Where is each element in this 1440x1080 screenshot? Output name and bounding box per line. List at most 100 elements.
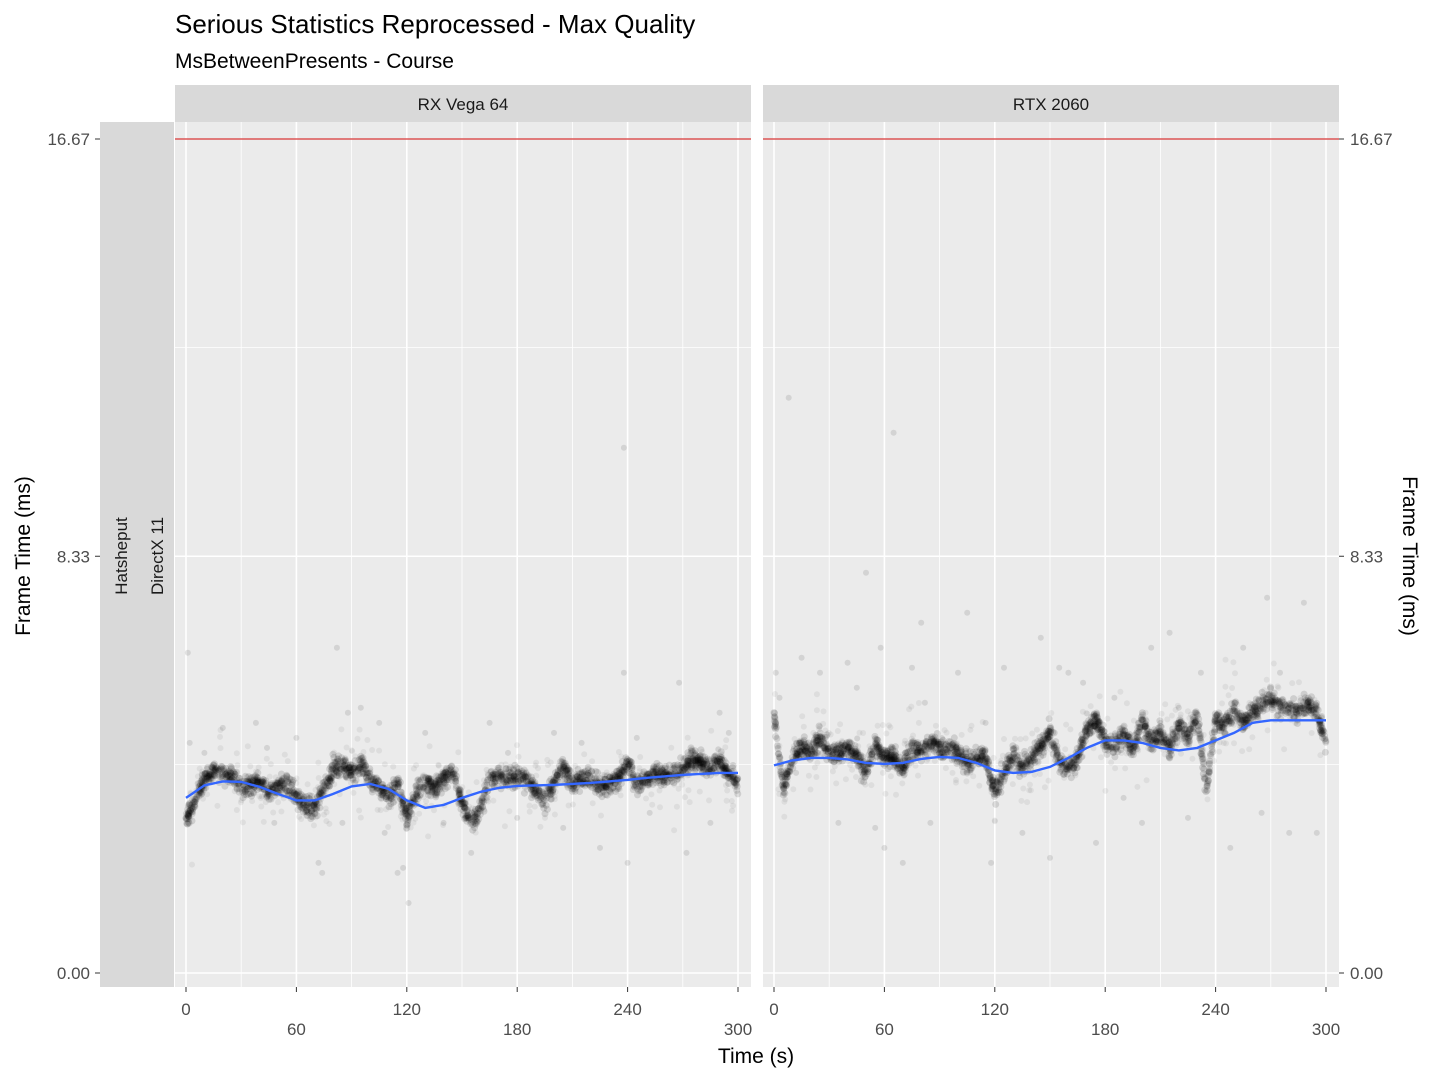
outlier-point [339,819,346,826]
data-point [285,779,293,786]
data-point [723,737,730,744]
data-point [205,771,213,779]
data-point [328,768,335,776]
data-point [296,813,303,820]
data-point [717,754,724,761]
data-point [458,800,466,808]
data-point [428,784,436,792]
data-point [283,781,290,788]
data-point [279,781,287,789]
panel-background [175,122,751,987]
panel-strip [175,85,751,122]
data-point [496,772,504,780]
data-point [581,751,588,758]
data-point [243,774,250,780]
data-point [398,799,406,807]
data-point [1204,779,1212,786]
data-point [649,801,656,808]
data-point [323,818,330,825]
data-point [488,779,496,787]
outlier-point [264,744,270,751]
data-point [464,811,471,819]
data-point [431,782,439,790]
data-point [327,774,335,782]
data-point [699,759,707,766]
data-point [733,780,740,788]
outlier-point [646,809,653,816]
data-point [1200,731,1207,738]
data-point [402,804,410,812]
data-point [924,744,930,751]
data-point [636,768,643,775]
data-point [349,748,356,755]
data-point [199,768,206,775]
data-point [656,787,663,794]
data-point [217,745,224,752]
data-point [664,769,670,775]
data-point [414,788,422,796]
data-point [200,775,208,783]
data-point [618,768,626,776]
data-point [692,767,699,774]
data-point [481,806,488,813]
data-point [481,777,487,784]
data-point [321,811,327,818]
row-strip-label-1: Hatsheput [112,517,131,595]
data-point [637,781,645,789]
outlier-point [468,849,475,856]
data-point [625,769,633,777]
data-point [1281,746,1288,753]
data-point [357,754,365,762]
data-point [1229,685,1236,691]
data-point [356,807,363,814]
data-point [807,745,814,752]
data-point [1198,747,1206,755]
data-point [719,764,727,771]
data-point [620,769,628,777]
data-point [634,780,642,788]
data-point [198,774,206,782]
panel-1: RX Vega 64 [175,85,751,987]
data-point [474,805,481,812]
data-point [443,776,451,784]
data-point [424,775,432,783]
data-point [578,769,585,775]
data-point [982,753,989,760]
data-point [538,800,546,808]
data-point [623,765,630,773]
data-point [550,774,558,782]
outlier-point [716,709,723,716]
outlier-point [633,734,640,741]
data-point [421,783,428,790]
data-point [535,787,543,795]
data-point [343,765,351,773]
data-point [376,747,383,754]
data-point [539,789,547,797]
data-point [559,767,567,775]
data-point [357,814,364,821]
data-point [275,799,282,806]
data-point [1196,721,1203,728]
data-point [885,722,892,729]
data-point [345,763,353,771]
data-point [989,778,995,785]
data-point [272,774,279,781]
data-point [1199,758,1207,766]
data-point [278,808,285,815]
data-point [713,757,721,765]
data-point [326,765,334,773]
outlier-point [440,819,447,826]
data-point [328,777,335,785]
data-point [381,789,389,797]
data-point [699,748,706,755]
data-point [502,761,509,768]
data-point [839,737,845,744]
data-point [696,788,703,795]
data-point [671,768,679,776]
data-point [337,757,345,765]
data-point [628,766,636,773]
outlier-point [319,869,326,876]
data-point [456,786,464,794]
data-point [455,785,463,793]
data-point [385,824,392,830]
